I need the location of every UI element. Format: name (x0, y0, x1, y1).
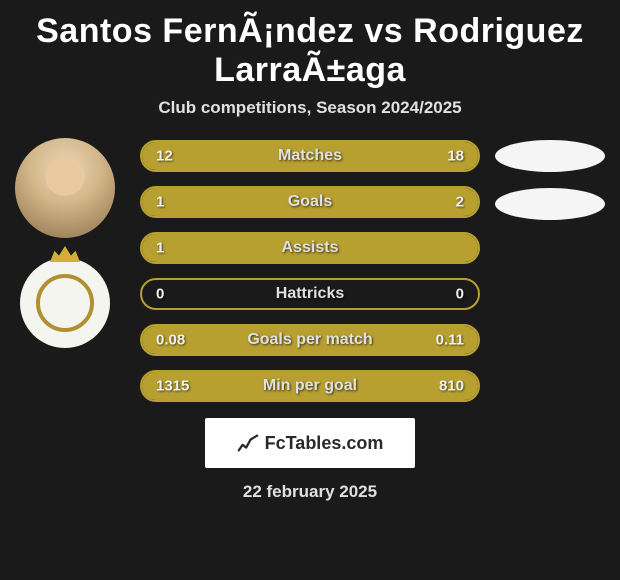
stats-area: 12 Matches 18 1 Goals 2 1 Assists 0 Hattricks 0 0.0… (0, 136, 620, 402)
bar-value-left: 12 (156, 148, 173, 165)
stat-bars: 12 Matches 18 1 Goals 2 1 Assists 0 Hattricks 0 0.0… (140, 136, 480, 402)
date-text: 22 february 2025 (0, 482, 620, 502)
page-title: Santos FernÃ¡ndez vs Rodriguez LarraÃ±ag… (0, 0, 620, 98)
right-column (490, 140, 610, 220)
stat-bar: 1315 Min per goal 810 (140, 370, 480, 402)
bar-value-left: 1 (156, 240, 164, 257)
stat-bar: 0.08 Goals per match 0.11 (140, 324, 480, 356)
bar-label: Assists (282, 239, 339, 257)
bar-value-right: 2 (456, 194, 464, 211)
stat-bar: 1 Goals 2 (140, 186, 480, 218)
bar-value-right: 18 (447, 148, 464, 165)
stat-bar: 12 Matches 18 (140, 140, 480, 172)
bar-label: Min per goal (263, 377, 357, 395)
bar-value-left: 1 (156, 194, 164, 211)
left-column (10, 138, 120, 348)
placeholder-oval-icon (495, 188, 605, 220)
subtitle: Club competitions, Season 2024/2025 (0, 98, 620, 136)
club-badge-icon (20, 258, 110, 348)
bar-fill-right (253, 188, 478, 216)
bar-label: Goals per match (247, 331, 372, 349)
bar-label: Matches (278, 147, 342, 165)
bar-value-right: 0 (456, 286, 464, 303)
bar-label: Goals (288, 193, 332, 211)
bar-value-right: 0.11 (436, 332, 464, 349)
stat-bar: 0 Hattricks 0 (140, 278, 480, 310)
placeholder-oval-icon (495, 140, 605, 172)
fctables-logo-icon (237, 432, 259, 454)
player-photo-icon (15, 138, 115, 238)
stat-bar: 1 Assists (140, 232, 480, 264)
comparison-container: Santos FernÃ¡ndez vs Rodriguez LarraÃ±ag… (0, 0, 620, 502)
branding-text: FcTables.com (265, 433, 384, 454)
bar-value-left: 0.08 (156, 332, 185, 349)
branding-badge: FcTables.com (205, 418, 415, 468)
bar-label: Hattricks (276, 285, 344, 303)
bar-value-right: 810 (439, 378, 464, 395)
bar-value-left: 0 (156, 286, 164, 303)
bar-value-left: 1315 (156, 378, 189, 395)
